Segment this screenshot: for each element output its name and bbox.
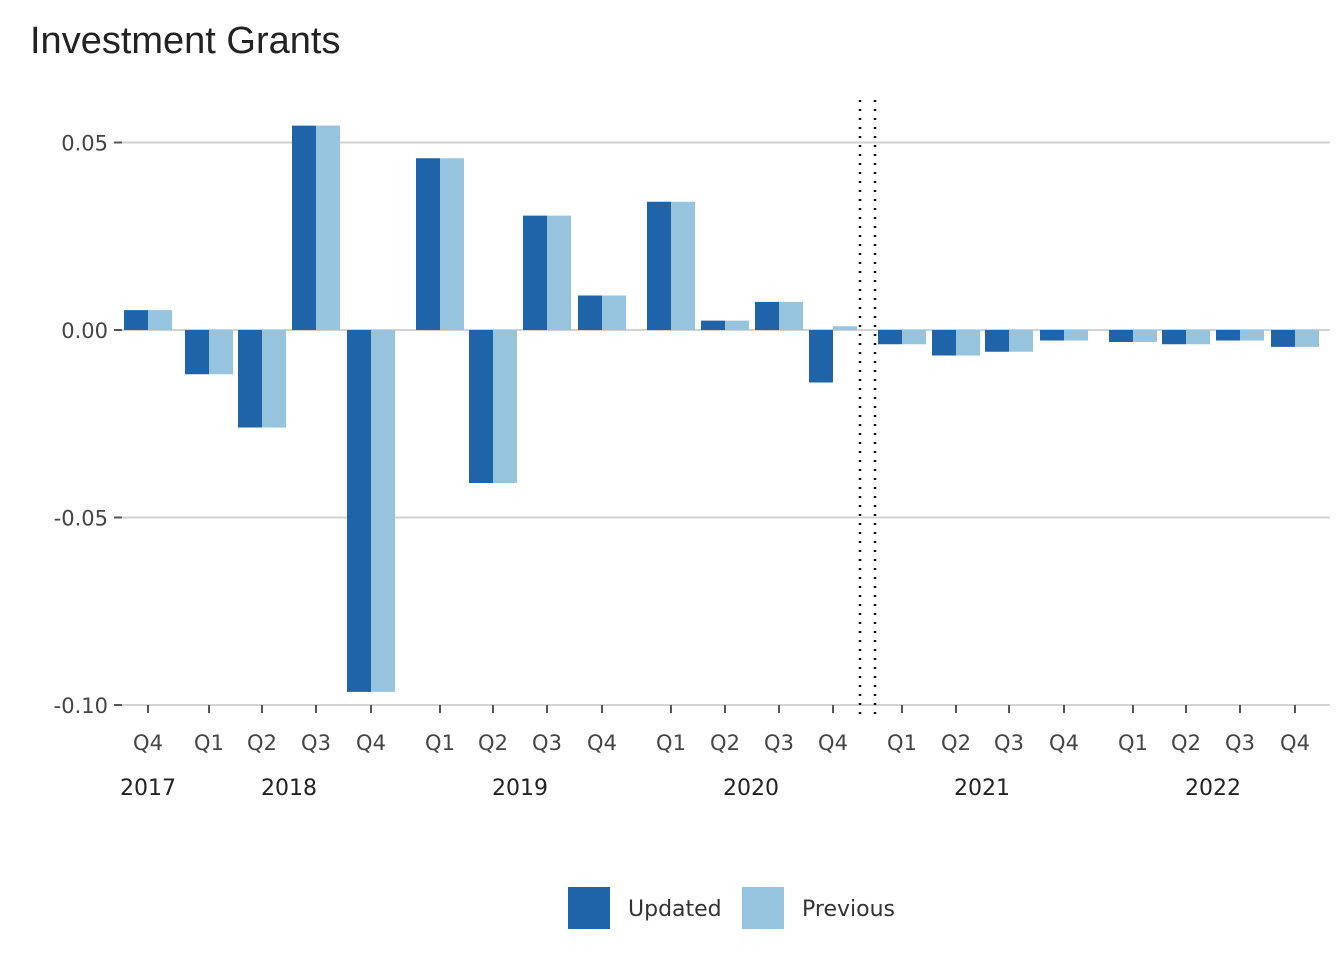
bar-previous — [725, 320, 749, 330]
bar-updated — [755, 301, 779, 330]
x-tick-label: Q4 — [356, 731, 386, 755]
legend: Updated Previous — [568, 887, 895, 929]
x-year-label: 2021 — [954, 776, 1010, 801]
x-year-label: 2020 — [723, 776, 779, 801]
bar-updated — [124, 310, 148, 330]
bar-previous — [209, 330, 233, 375]
x-tick-label: Q2 — [710, 731, 740, 755]
bar-previous — [1064, 330, 1088, 341]
bar-previous — [493, 330, 517, 483]
bar-previous — [1133, 330, 1157, 342]
forecast-divider — [858, 100, 877, 718]
bar-updated — [1040, 330, 1064, 341]
x-tick-label: Q1 — [425, 731, 455, 755]
x-tick-label: Q3 — [1225, 731, 1255, 755]
x-tick-label: Q1 — [656, 731, 686, 755]
legend-label-previous: Previous — [802, 897, 895, 922]
bar-updated — [932, 330, 956, 356]
x-tick-label: Q2 — [941, 731, 971, 755]
x-axis: Q4 Q1 Q2 Q3 Q4 Q1 Q2 Q3 Q4 Q1 Q2 Q3 Q4 Q1 Q2 Q3 Q4 Q1 Q2 Q3… — [120, 705, 1310, 801]
x-tick-label: Q4 — [1280, 731, 1310, 755]
bar-updated — [578, 295, 602, 330]
x-tick-label: Q4 — [818, 731, 848, 755]
bar-previous — [1009, 330, 1033, 352]
x-tick-label: Q3 — [301, 731, 331, 755]
bar-previous — [902, 330, 926, 345]
legend-label-updated: Updated — [628, 897, 722, 922]
x-year-label: 2022 — [1185, 776, 1241, 801]
bar-previous — [440, 158, 464, 330]
bar-previous — [1240, 330, 1264, 341]
bar-previous — [371, 330, 395, 692]
bar-updated — [185, 330, 209, 375]
x-year-label: 2019 — [492, 776, 548, 801]
x-tick-label: Q2 — [478, 731, 508, 755]
y-tick-label: -0.05 — [54, 507, 108, 531]
bar-previous — [262, 330, 286, 428]
bar-previous — [779, 301, 803, 330]
bar-updated — [1271, 330, 1295, 347]
y-tick-label: 0.05 — [61, 132, 108, 156]
x-tick-label: Q4 — [587, 731, 617, 755]
chart-title: Investment Grants — [30, 20, 341, 62]
bar-updated — [238, 330, 262, 428]
bar-updated — [809, 330, 833, 383]
bars — [124, 125, 1319, 692]
x-tick-label: Q3 — [532, 731, 562, 755]
bar-previous — [148, 310, 172, 330]
bar-updated — [347, 330, 371, 692]
x-tick-label: Q4 — [1049, 731, 1079, 755]
y-axis: 0.05 0.00 -0.05 -0.10 — [54, 132, 122, 718]
bar-previous — [1295, 330, 1319, 347]
x-tick-label: Q1 — [194, 731, 224, 755]
legend-key-updated — [568, 887, 610, 929]
bar-previous — [833, 326, 857, 330]
bar-updated — [1109, 330, 1133, 342]
bar-previous — [547, 215, 571, 330]
bar-updated — [647, 201, 671, 330]
bar-updated — [1162, 330, 1186, 345]
x-tick-label: Q4 — [133, 731, 163, 755]
bar-previous — [316, 125, 340, 330]
bar-updated — [985, 330, 1009, 352]
bar-previous — [602, 295, 626, 330]
bar-previous — [671, 201, 695, 330]
x-tick-label: Q3 — [764, 731, 794, 755]
x-year-label: 2018 — [261, 776, 317, 801]
bar-updated — [469, 330, 493, 483]
x-tick-label: Q1 — [887, 731, 917, 755]
x-year-label: 2017 — [120, 776, 176, 801]
x-tick-label: Q3 — [994, 731, 1024, 755]
x-tick-label: Q2 — [247, 731, 277, 755]
bar-updated — [701, 320, 725, 330]
x-tick-label: Q2 — [1171, 731, 1201, 755]
bar-updated — [878, 330, 902, 345]
bar-updated — [1216, 330, 1240, 341]
bar-updated — [523, 215, 547, 330]
bar-updated — [416, 158, 440, 330]
x-tick-label: Q1 — [1118, 731, 1148, 755]
y-tick-label: 0.00 — [61, 319, 108, 343]
bar-previous — [1186, 330, 1210, 345]
bar-previous — [956, 330, 980, 356]
y-tick-label: -0.10 — [54, 694, 108, 718]
bar-updated — [292, 125, 316, 330]
legend-key-previous — [742, 887, 784, 929]
